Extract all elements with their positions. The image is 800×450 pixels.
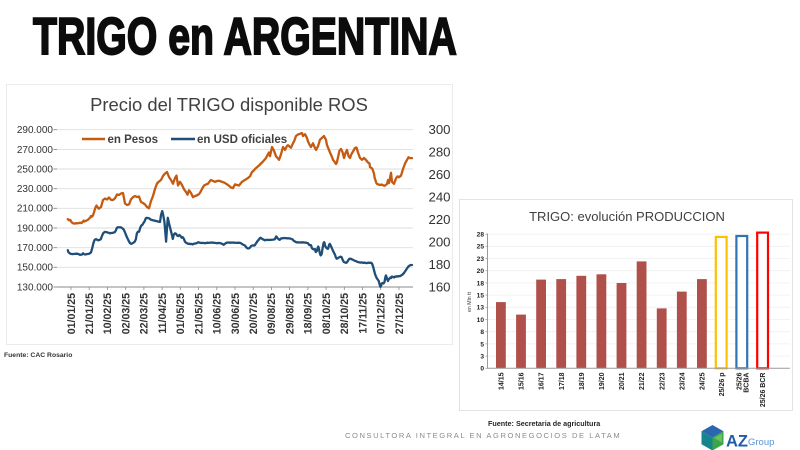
svg-text:170.000: 170.000 [17,243,54,254]
svg-text:20: 20 [477,268,485,275]
svg-text:300: 300 [429,122,451,137]
svg-text:290.000: 290.000 [17,125,54,136]
svg-text:240: 240 [429,190,451,205]
svg-text:20/07/25: 20/07/25 [248,293,260,334]
svg-text:Precio del TRIGO disponible RO: Precio del TRIGO disponible ROS [90,94,368,115]
svg-text:250.000: 250.000 [17,164,54,175]
svg-text:260: 260 [429,167,451,182]
svg-text:18/09/25: 18/09/25 [303,293,315,334]
svg-text:10/02/25: 10/02/25 [102,293,114,334]
svg-text:8: 8 [480,329,484,336]
svg-text:28: 28 [477,232,485,239]
svg-text:210.000: 210.000 [17,204,54,215]
svg-text:BCBA: BCBA [743,373,750,393]
svg-text:5: 5 [480,341,484,348]
svg-text:25/26: 25/26 [736,372,743,390]
svg-text:28/10/25: 28/10/25 [339,293,351,334]
svg-text:21/01/25: 21/01/25 [84,293,96,334]
svg-text:23: 23 [477,256,485,263]
svg-text:14/15: 14/15 [499,372,506,390]
svg-text:15: 15 [477,293,485,300]
svg-text:07/12/25: 07/12/25 [376,293,388,334]
svg-text:27/12/25: 27/12/25 [394,293,406,334]
svg-text:24/25: 24/25 [700,372,707,390]
svg-text:160: 160 [429,279,451,294]
svg-text:en USD oficiales: en USD oficiales [197,134,287,146]
svg-text:3: 3 [480,354,484,361]
svg-text:en Mln tt: en Mln tt [467,292,473,312]
svg-text:CONSULTORA INTEGRAL EN AGRONEG: CONSULTORA INTEGRAL EN AGRONEGOCIOS DE L… [345,431,621,440]
svg-text:17/18: 17/18 [559,372,566,390]
svg-text:Fuente: CAC Rosario: Fuente: CAC Rosario [4,352,72,359]
svg-text:01/01/25: 01/01/25 [66,293,78,334]
svg-text:130.000: 130.000 [17,282,54,293]
svg-text:30/06/25: 30/06/25 [230,293,242,334]
svg-text:150.000: 150.000 [17,263,54,274]
svg-text:25/26 BCR: 25/26 BCR [760,373,767,408]
svg-text:230.000: 230.000 [17,184,54,195]
svg-text:11/04/25: 11/04/25 [157,293,169,334]
svg-text:Fuente: Secretaria de agricult: Fuente: Secretaria de agricultura [488,419,601,428]
svg-text:AZ: AZ [726,433,748,450]
svg-text:10: 10 [477,317,485,324]
svg-text:220: 220 [429,212,451,227]
svg-text:22/23: 22/23 [659,372,666,390]
svg-text:20/21: 20/21 [619,372,626,390]
svg-text:08/10/25: 08/10/25 [321,293,333,334]
svg-text:25: 25 [477,244,485,251]
svg-text:18: 18 [477,280,485,287]
svg-text:29/08/25: 29/08/25 [284,293,296,334]
svg-text:02/03/25: 02/03/25 [121,293,133,334]
svg-text:21/05/25: 21/05/25 [193,293,205,334]
svg-text:270.000: 270.000 [17,145,54,156]
svg-text:15/16: 15/16 [519,372,526,390]
svg-text:18/19: 18/19 [579,372,586,390]
svg-text:180: 180 [429,257,451,272]
svg-text:25/26 p: 25/26 p [719,373,726,397]
svg-text:19/20: 19/20 [599,372,606,390]
svg-text:23/24: 23/24 [679,372,686,390]
svg-text:280: 280 [429,145,451,160]
svg-text:200: 200 [429,234,451,249]
svg-text:22/03/25: 22/03/25 [139,293,151,334]
svg-text:16/17: 16/17 [539,372,546,390]
svg-text:10/06/25: 10/06/25 [212,293,224,334]
svg-text:01/05/25: 01/05/25 [175,293,187,334]
svg-text:0: 0 [480,366,484,373]
svg-text:190.000: 190.000 [17,223,54,234]
svg-text:09/08/25: 09/08/25 [266,293,278,334]
svg-text:Group: Group [748,437,774,448]
svg-text:17/11/25: 17/11/25 [357,293,369,334]
svg-text:13: 13 [477,305,485,312]
svg-text:21/22: 21/22 [639,372,646,390]
svg-text:en Pesos: en Pesos [108,134,159,146]
svg-text:TRIGO: evolución PRODUCCION: TRIGO: evolución PRODUCCION [529,209,725,224]
